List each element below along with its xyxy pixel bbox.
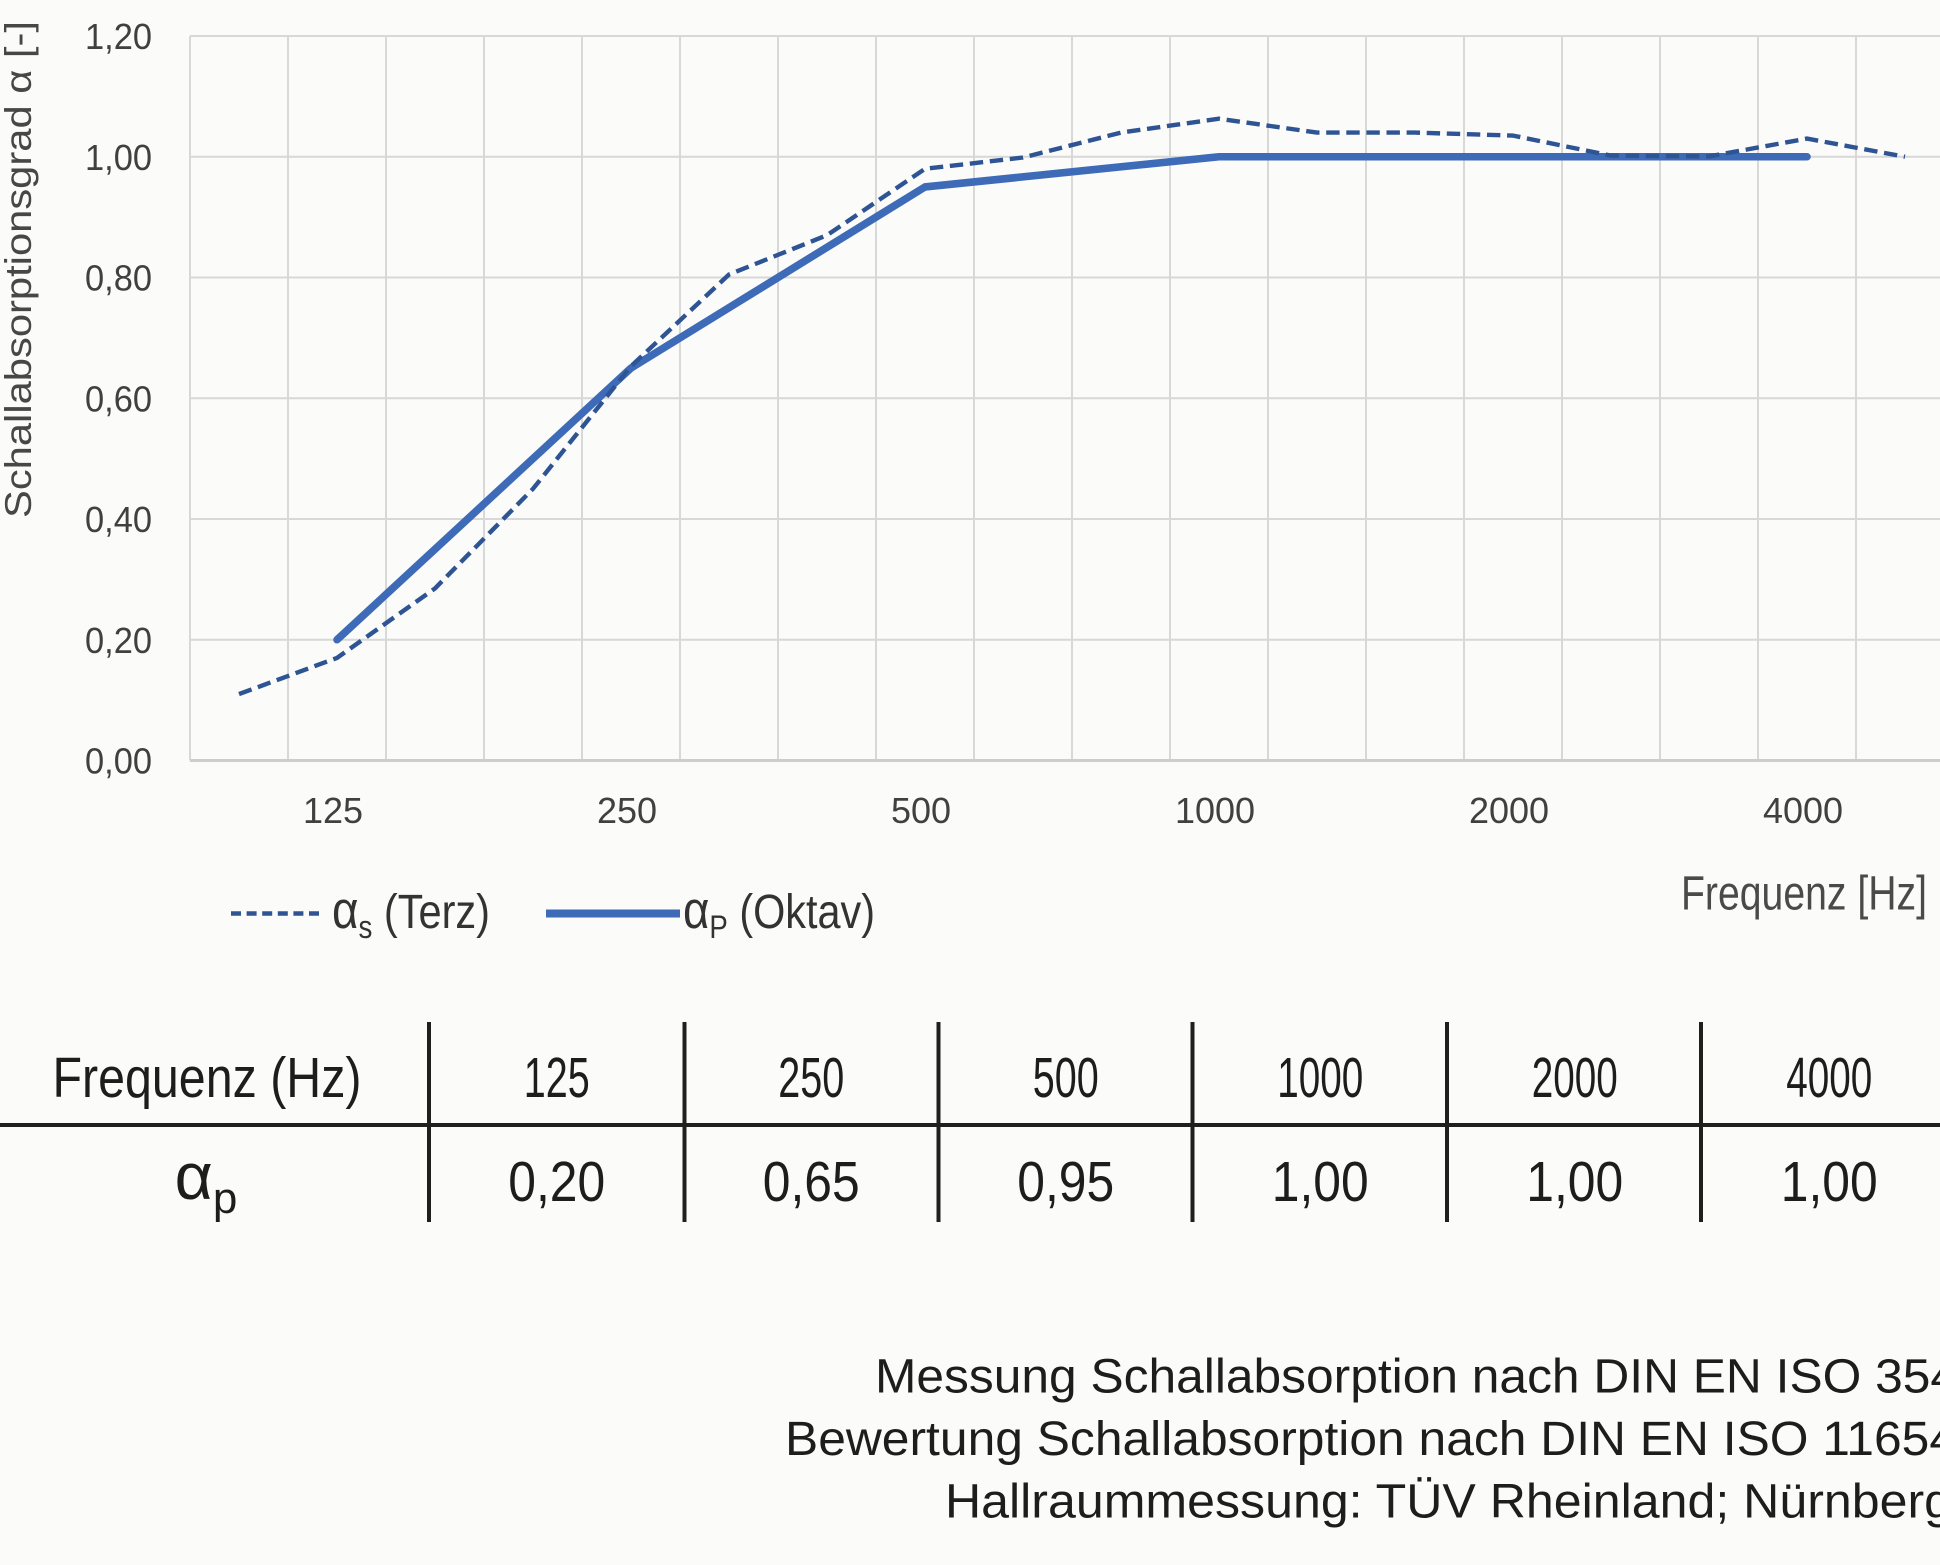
svg-text:Frequenz (Hz): Frequenz (Hz) bbox=[53, 1046, 362, 1110]
svg-text:Messung Schallabsorption nach: Messung Schallabsorption nach DIN EN ISO… bbox=[875, 1351, 1940, 1404]
svg-text:0,20: 0,20 bbox=[85, 620, 152, 661]
svg-text:Hallraummessung: TÜV Rheinland: Hallraummessung: TÜV Rheinland; Nürnberg bbox=[945, 1476, 1940, 1529]
svg-text:0,95: 0,95 bbox=[1017, 1150, 1114, 1214]
svg-text:500: 500 bbox=[891, 790, 951, 831]
svg-text:500: 500 bbox=[1033, 1046, 1099, 1110]
svg-text:4000: 4000 bbox=[1763, 790, 1843, 831]
svg-text:0,80: 0,80 bbox=[85, 258, 152, 299]
svg-text:1,00: 1,00 bbox=[1272, 1150, 1369, 1214]
svg-text:Bewertung Schallabsorption nac: Bewertung Schallabsorption nach DIN EN I… bbox=[785, 1413, 1940, 1466]
svg-text:0,65: 0,65 bbox=[763, 1150, 860, 1214]
svg-text:250: 250 bbox=[597, 790, 657, 831]
svg-text:1,00: 1,00 bbox=[1781, 1150, 1878, 1214]
svg-text:1,00: 1,00 bbox=[1526, 1150, 1623, 1214]
svg-text:0,40: 0,40 bbox=[85, 499, 152, 540]
svg-text:1,00: 1,00 bbox=[85, 137, 152, 178]
svg-text:250: 250 bbox=[778, 1046, 844, 1110]
svg-text:Frequenz [Hz]: Frequenz [Hz] bbox=[1681, 868, 1927, 921]
svg-text:αs (Terz): αs (Terz) bbox=[332, 881, 490, 945]
svg-text:125: 125 bbox=[524, 1046, 590, 1110]
svg-text:0,60: 0,60 bbox=[85, 378, 152, 419]
svg-text:1,20: 1,20 bbox=[85, 16, 152, 57]
svg-text:1000: 1000 bbox=[1277, 1046, 1363, 1110]
svg-text:4000: 4000 bbox=[1786, 1046, 1872, 1110]
svg-text:2000: 2000 bbox=[1532, 1046, 1618, 1110]
svg-text:0,20: 0,20 bbox=[508, 1150, 605, 1214]
svg-text:Schallabsorptionsgrad α [-]: Schallabsorptionsgrad α [-] bbox=[0, 21, 39, 518]
svg-text:125: 125 bbox=[303, 790, 363, 831]
svg-text:1000: 1000 bbox=[1175, 790, 1255, 831]
svg-text:2000: 2000 bbox=[1469, 790, 1549, 831]
svg-text:0,00: 0,00 bbox=[85, 741, 152, 782]
svg-text:αP (Oktav): αP (Oktav) bbox=[683, 881, 875, 945]
